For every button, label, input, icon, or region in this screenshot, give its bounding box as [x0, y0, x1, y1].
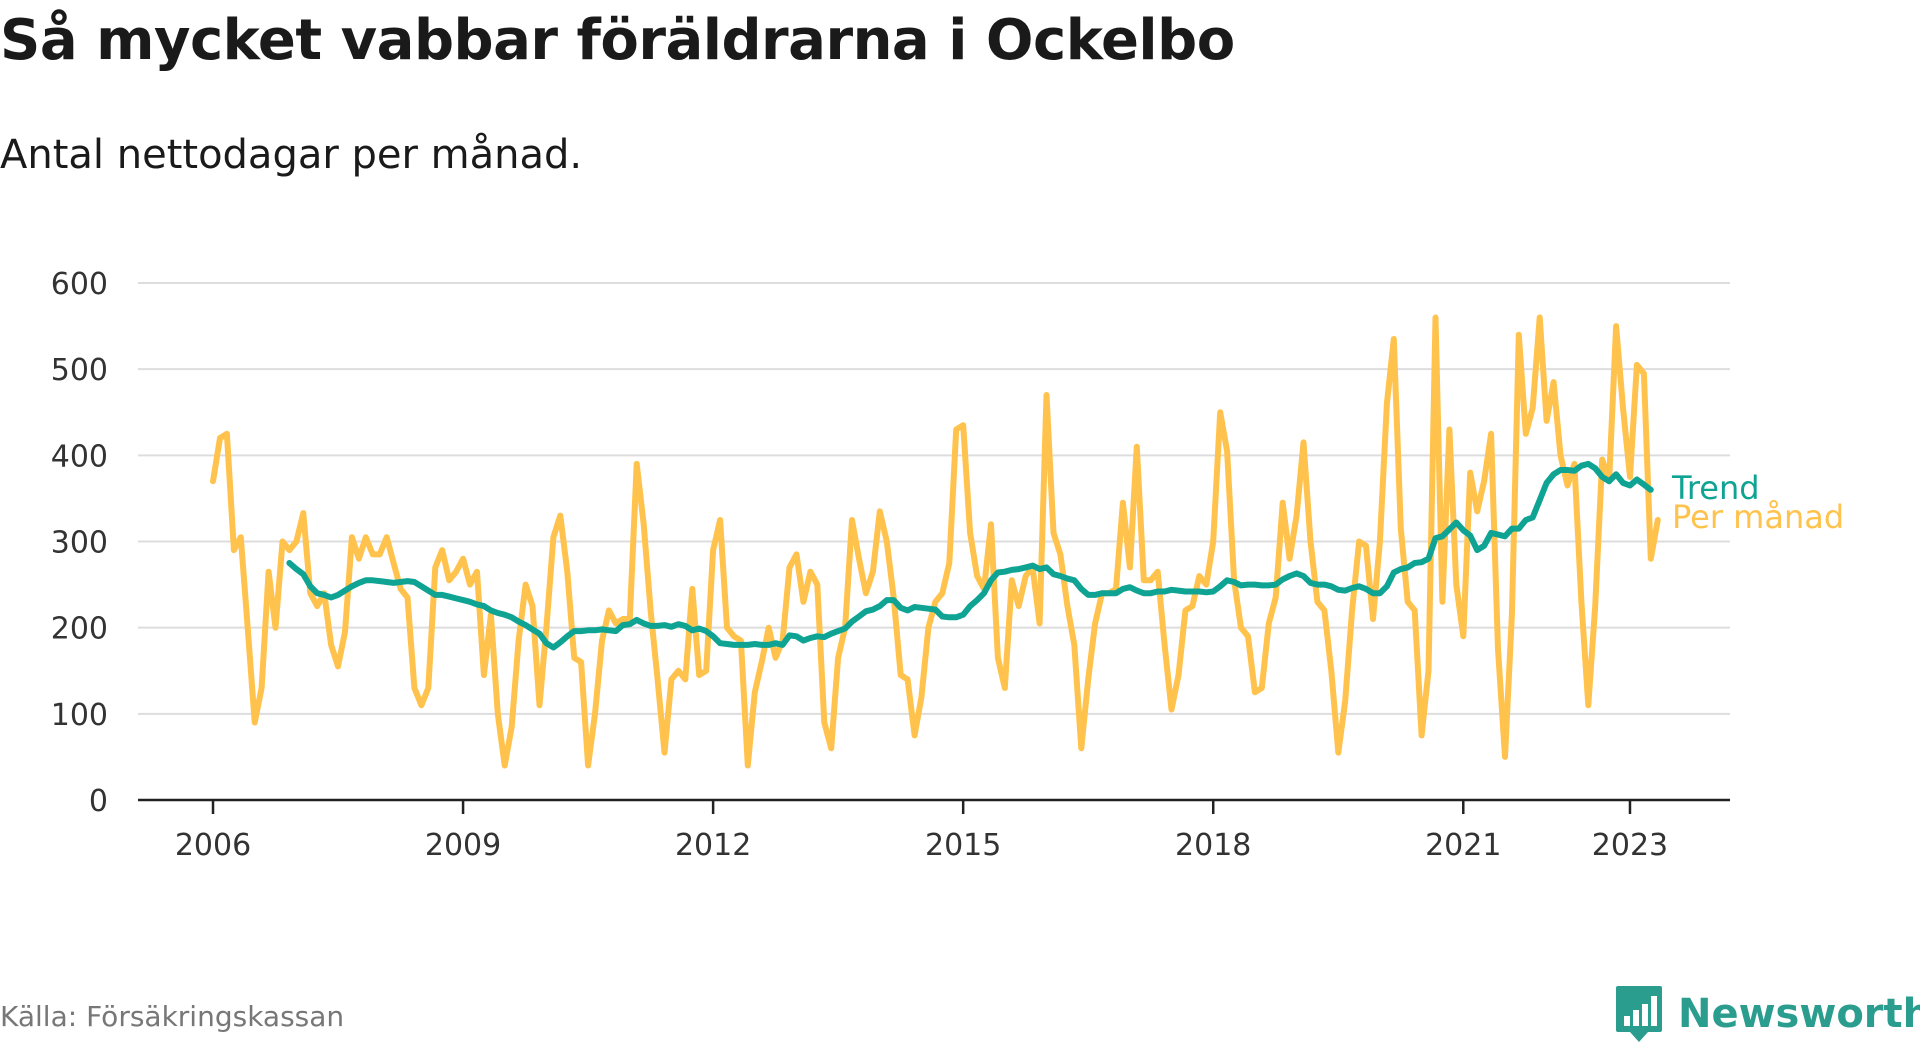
y-tick-label-500: 500: [51, 353, 108, 388]
newsworthy-logo-icon: [1616, 986, 1662, 1042]
brand-name: Newsworthy: [1678, 991, 1920, 1037]
x-tick-label-2018: 2018: [1175, 828, 1251, 863]
legend-label-per-manad: Per månad: [1672, 498, 1844, 536]
series-line-per-manad: [210, 314, 1661, 769]
y-tick-label-300: 300: [51, 526, 108, 561]
chart-subtitle: Antal nettodagar per månad.: [0, 132, 583, 178]
x-tick-label-2021: 2021: [1425, 828, 1501, 863]
y-tick-label-200: 200: [51, 612, 108, 647]
y-tick-label-100: 100: [51, 698, 108, 733]
source-note: Källa: Försäkringskassan: [0, 1000, 345, 1033]
x-tick-label-2009: 2009: [425, 828, 501, 863]
brand-logo[interactable]: Newsworthy: [1614, 984, 1920, 1044]
line-chart: 0 100 200 300 400 500 600 2006 2009 2012 2015 2018 2…: [51, 267, 1844, 863]
x-tick-label-2006: 2006: [175, 828, 251, 863]
y-tick-label-0: 0: [89, 784, 108, 819]
legend-label-trend: Trend: [1671, 469, 1760, 507]
chart-title: Så mycket vabbar föräldrarna i Ockelbo: [0, 8, 1235, 73]
x-tick-label-2023: 2023: [1592, 828, 1668, 863]
x-tick-label-2012: 2012: [675, 828, 751, 863]
y-tick-label-600: 600: [51, 267, 108, 302]
series-line-trend: [286, 460, 1654, 651]
y-tick-label-400: 400: [51, 439, 108, 474]
x-tick-label-2015: 2015: [925, 828, 1001, 863]
